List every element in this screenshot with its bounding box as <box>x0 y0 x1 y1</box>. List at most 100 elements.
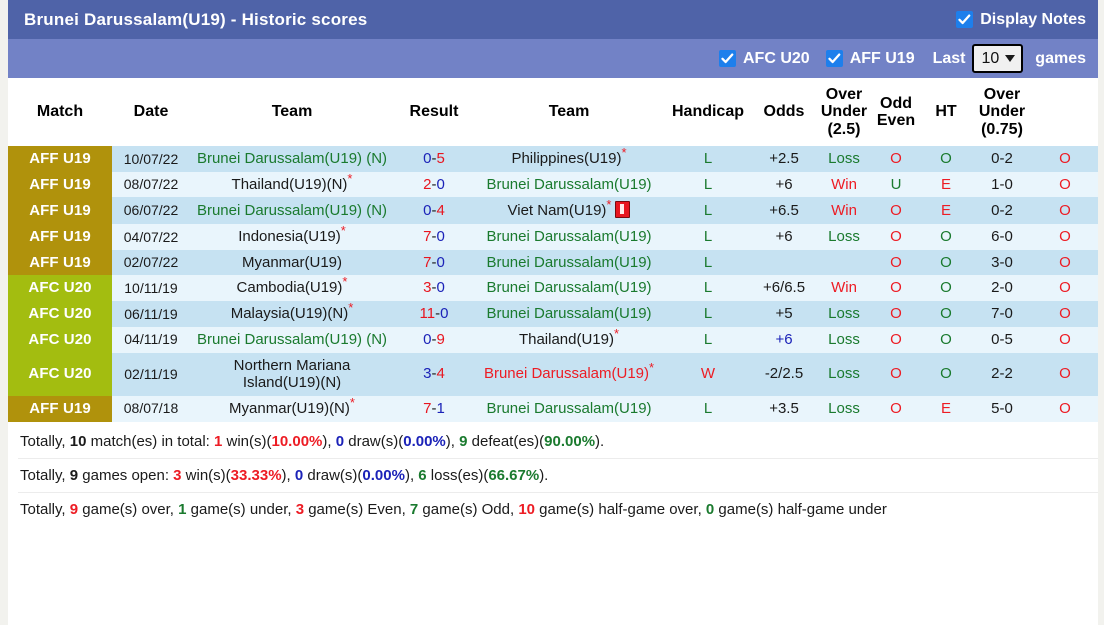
result-letter: L <box>664 146 752 172</box>
asterisk-note: * <box>349 394 355 410</box>
table-row[interactable]: AFF U19 02/07/22 Myanmar(U19) 7-0 Brunei Dar… <box>8 249 1098 276</box>
games-count-value: 10 <box>981 49 1000 67</box>
col-team-home[interactable]: Team <box>190 78 394 146</box>
team-name: Myanmar(U19) <box>241 253 343 271</box>
over-under-075-value: O <box>1032 171 1098 198</box>
home-team[interactable]: Indonesia(U19)* <box>190 224 394 250</box>
away-team[interactable]: Viet Nam(U19)* <box>474 197 664 225</box>
col-over-under-075[interactable]: Over Under (0.75) <box>972 78 1032 146</box>
home-team[interactable]: Malaysia(U19)(N)* <box>190 301 394 327</box>
match-competition-badge: AFF U19 <box>8 395 112 422</box>
team-name: Brunei Darussalam(U19) <box>486 175 652 193</box>
team-name: Brunei Darussalam(U19) (N) <box>196 150 388 167</box>
result-letter: L <box>664 326 752 353</box>
odd-even-value: E <box>920 171 972 198</box>
half-time-score: 2-2 <box>972 352 1032 396</box>
handicap-value: +6 <box>752 171 816 198</box>
half-time-score: 6-0 <box>972 224 1032 250</box>
half-time-score: 2-0 <box>972 275 1032 302</box>
away-team[interactable]: Brunei Darussalam(U19) <box>474 395 664 422</box>
col-odd-even[interactable]: Odd Even <box>872 78 920 146</box>
home-team[interactable]: Northern Mariana Island(U19)(N) <box>190 352 394 396</box>
table-row[interactable]: AFC U20 10/11/19 Cambodia(U19)* 3-0 Brunei D… <box>8 274 1098 302</box>
match-competition-badge: AFF U19 <box>8 171 112 198</box>
afc-u20-filter[interactable]: AFC U20 <box>719 50 810 68</box>
over-under-25-value: O <box>872 395 920 422</box>
handicap-value <box>752 249 816 276</box>
afc-u20-checkbox[interactable] <box>719 50 736 67</box>
col-ou075-line1: Over <box>983 86 1021 104</box>
col-team-away[interactable]: Team <box>474 78 664 146</box>
result-letter: W <box>664 352 752 396</box>
away-team[interactable]: Brunei Darussalam(U19) <box>474 171 664 198</box>
home-team[interactable]: Brunei Darussalam(U19) (N) <box>190 197 394 225</box>
over-under-075-value: O <box>1032 301 1098 327</box>
table-row[interactable]: AFF U19 08/07/22 Thailand(U19)(N)* 2-0 Brune… <box>8 171 1098 198</box>
away-team[interactable]: Philippines(U19)* <box>474 146 664 172</box>
table-row[interactable]: AFF U19 10/07/22 Brunei Darussalam(U19) (N… <box>8 146 1098 172</box>
table-row[interactable]: AFF U19 04/07/22 Indonesia(U19)* 7-0 Brunei … <box>8 224 1098 250</box>
over-under-25-value: O <box>872 146 920 172</box>
asterisk-note: * <box>342 274 348 290</box>
odd-even-value: E <box>920 395 972 422</box>
col-handicap[interactable]: Handicap <box>664 78 752 146</box>
col-date[interactable]: Date <box>112 78 190 146</box>
home-team[interactable]: Myanmar(U19)(N)* <box>190 394 394 422</box>
odds-value: Win <box>816 171 872 198</box>
result-letter: L <box>664 275 752 302</box>
over-under-075-value: O <box>1032 249 1098 276</box>
home-team[interactable]: Thailand(U19)(N)* <box>190 171 394 198</box>
match-score: 0-5 <box>394 146 474 172</box>
col-match[interactable]: Match <box>8 78 112 146</box>
display-notes-checkbox[interactable] <box>956 11 974 28</box>
result-letter: L <box>664 395 752 422</box>
handicap-value: +6.5 <box>752 197 816 225</box>
summary-line-open: Totally, 9 games open: 3 win(s)(33.33%),… <box>18 459 1098 493</box>
table-row[interactable]: AFC U20 02/11/19 Northern Mariana Island(U… <box>8 352 1098 396</box>
home-team[interactable]: Cambodia(U19)* <box>190 274 394 302</box>
away-team[interactable]: Brunei Darussalam(U19) <box>474 249 664 276</box>
handicap-value: +6/6.5 <box>752 275 816 302</box>
team-name: Brunei Darussalam(U19) (N) <box>196 330 388 348</box>
home-team[interactable]: Brunei Darussalam(U19) (N) <box>190 326 394 353</box>
table-header-row: Match Date Team Result Team Handicap Odd… <box>8 78 1098 146</box>
table-row[interactable]: AFF U19 08/07/18 Myanmar(U19)(N)* 7-1 Brunei… <box>8 394 1098 422</box>
col-ou25-line3: (2.5) <box>827 120 861 138</box>
team-name: Brunei Darussalam(U19) <box>486 305 652 323</box>
over-under-25-value: O <box>872 249 920 276</box>
team-name: Indonesia(U19) <box>238 228 341 246</box>
away-team[interactable]: Brunei Darussalam(U19)* <box>474 352 664 396</box>
col-odds[interactable]: Odds <box>752 78 816 146</box>
home-team[interactable]: Myanmar(U19) <box>190 249 394 276</box>
match-date: 02/07/22 <box>112 249 190 276</box>
col-over-under-25[interactable]: Over Under (2.5) <box>816 78 872 146</box>
match-score: 2-0 <box>394 171 474 198</box>
away-team[interactable]: Thailand(U19)* <box>474 326 664 353</box>
col-oddeven-line2: Even <box>876 112 916 129</box>
col-ou075-line3: (0.75) <box>981 120 1023 138</box>
games-count-select[interactable]: 10 <box>971 44 1024 73</box>
team-name: Myanmar(U19)(N) <box>229 399 350 417</box>
odd-even-value: O <box>920 301 972 327</box>
team-name: Brunei Darussalam(U19) <box>486 253 652 271</box>
away-team[interactable]: Brunei Darussalam(U19) <box>474 224 664 250</box>
table-row[interactable]: AFC U20 06/11/19 Malaysia(U19)(N)* 11-0 Brun… <box>8 301 1098 327</box>
odd-even-value: O <box>920 146 972 172</box>
aff-u19-checkbox[interactable] <box>825 50 843 67</box>
over-under-075-value: O <box>1032 326 1098 353</box>
aff-u19-filter[interactable]: AFF U19 <box>825 50 915 68</box>
over-under-075-value: O <box>1032 352 1098 396</box>
match-score: 7-0 <box>394 249 474 276</box>
match-date: 04/11/19 <box>112 326 190 353</box>
col-result[interactable]: Result <box>394 78 474 146</box>
odds-value: Win <box>816 275 872 302</box>
col-ht[interactable]: HT <box>920 78 972 146</box>
odd-even-value: O <box>920 326 972 353</box>
display-notes-control[interactable]: Display Notes <box>956 11 1086 29</box>
table-row[interactable]: AFF U19 06/07/22 Brunei Darussalam(U19) (N… <box>8 197 1098 225</box>
table-row[interactable]: AFC U20 04/11/19 Brunei Darussalam(U19) (N… <box>8 326 1098 353</box>
away-team[interactable]: Brunei Darussalam(U19) <box>474 275 664 302</box>
away-team[interactable]: Brunei Darussalam(U19) <box>474 301 664 327</box>
match-competition-badge: AFF U19 <box>8 224 112 250</box>
home-team[interactable]: Brunei Darussalam(U19) (N) <box>190 146 394 172</box>
